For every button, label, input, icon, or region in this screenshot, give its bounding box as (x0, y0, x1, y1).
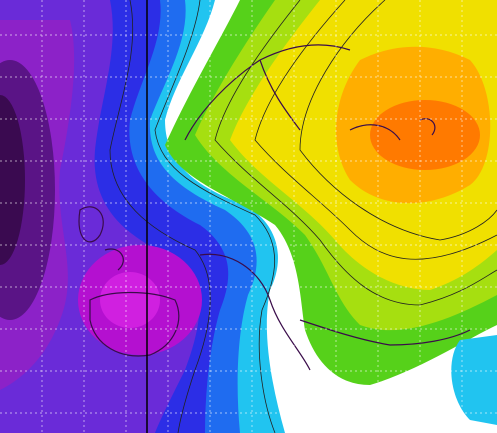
coastline (184, 44, 351, 141)
cyan-blob (451, 335, 497, 425)
contour (154, 0, 276, 433)
magenta-core (100, 272, 160, 328)
contour (109, 0, 211, 433)
coastline (89, 291, 180, 357)
coastlines (78, 44, 471, 371)
contour (299, 0, 497, 241)
coastline (349, 118, 436, 141)
contour (254, 0, 497, 260)
contour (214, 0, 497, 306)
dark-orange-zone (370, 100, 480, 170)
contours (109, 0, 497, 433)
coastline (78, 206, 124, 271)
coastline (199, 253, 471, 371)
darkest-zone (0, 95, 25, 265)
